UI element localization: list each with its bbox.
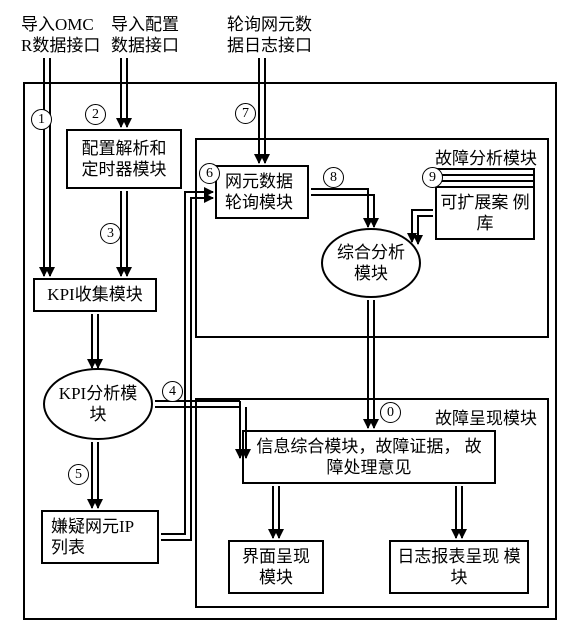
circle-3: 3: [100, 223, 121, 244]
box-log-present: 日志报表呈现 模块: [389, 540, 529, 594]
stacked-case-lib: 可扩展案 例库: [435, 168, 535, 240]
circle-8: 8: [323, 167, 344, 188]
circle-2: 2: [85, 104, 106, 125]
label-input-omcr: 导入OMC R数据接口: [21, 14, 100, 57]
label-input-poll-log: 轮询网元数 据日志接口: [227, 14, 312, 57]
ellipse-kpi-analysis: KPI分析模 块: [43, 368, 153, 440]
circle-4: 4: [162, 381, 183, 402]
box-info-synth: 信息综合模块，故障证据， 故障处理意见: [242, 430, 496, 484]
ellipse-analysis: 综合分析 模块: [321, 228, 421, 298]
box-config-parse: 配置解析和 定时器模块: [66, 129, 182, 189]
circle-5: 5: [68, 464, 89, 485]
circle-6: 6: [199, 163, 220, 184]
label-panel-fault-present: 故障呈现模块: [435, 404, 537, 429]
circle-0: 0: [380, 402, 401, 423]
label-panel-fault-analysis: 故障分析模块: [435, 144, 537, 169]
diagram-canvas: { "inputs": { "in1": "导入OMC\nR数据接口", "in…: [10, 10, 561, 631]
circle-9: 9: [422, 167, 443, 188]
box-ip-list: 嫌疑网元IP 列表: [41, 510, 159, 564]
label-input-config: 导入配置 数据接口: [111, 14, 179, 57]
box-kpi-collect: KPI收集模块: [33, 278, 157, 312]
circle-7: 7: [235, 103, 256, 124]
box-poll-module: 网元数据 轮询模块: [215, 165, 309, 219]
box-case-lib: 可扩展案 例库: [435, 186, 535, 240]
box-ui-present: 界面呈现 模块: [228, 540, 324, 594]
circle-1: 1: [31, 109, 52, 130]
